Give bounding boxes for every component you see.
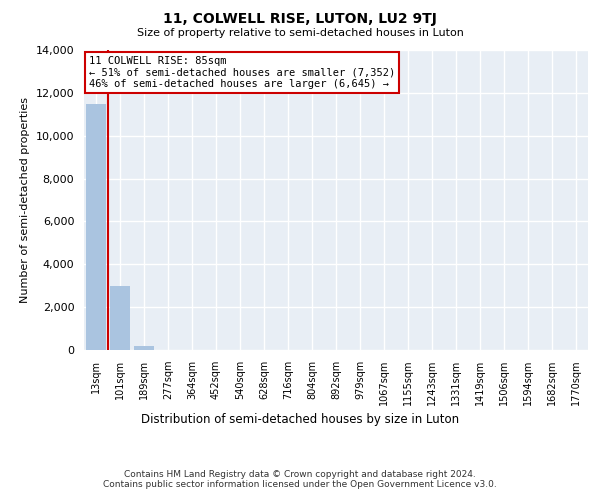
Text: Size of property relative to semi-detached houses in Luton: Size of property relative to semi-detach…	[137, 28, 463, 38]
Text: 11, COLWELL RISE, LUTON, LU2 9TJ: 11, COLWELL RISE, LUTON, LU2 9TJ	[163, 12, 437, 26]
Bar	[134, 346, 154, 350]
Y-axis label: Number of semi-detached properties: Number of semi-detached properties	[20, 97, 30, 303]
Bar	[110, 286, 130, 350]
Text: Distribution of semi-detached houses by size in Luton: Distribution of semi-detached houses by …	[141, 412, 459, 426]
Text: Contains HM Land Registry data © Crown copyright and database right 2024.
Contai: Contains HM Land Registry data © Crown c…	[103, 470, 497, 489]
Bar	[86, 104, 106, 350]
Text: 11 COLWELL RISE: 85sqm
← 51% of semi-detached houses are smaller (7,352)
46% of : 11 COLWELL RISE: 85sqm ← 51% of semi-det…	[89, 56, 395, 89]
